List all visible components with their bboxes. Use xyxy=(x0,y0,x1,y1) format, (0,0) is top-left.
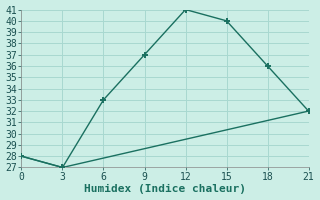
X-axis label: Humidex (Indice chaleur): Humidex (Indice chaleur) xyxy=(84,184,246,194)
